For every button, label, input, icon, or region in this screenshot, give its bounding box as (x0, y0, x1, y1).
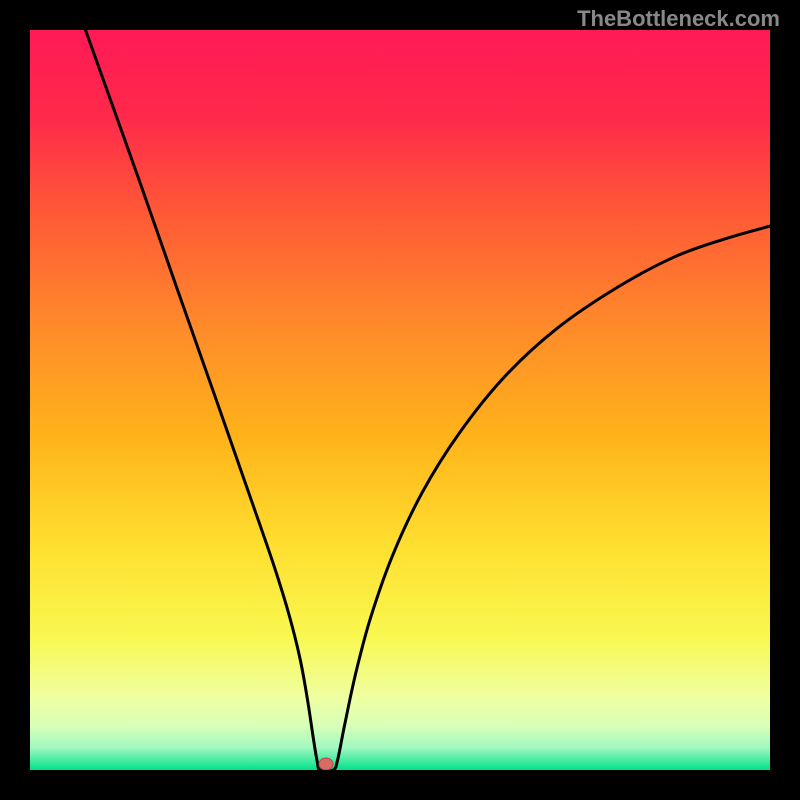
optimal-point-dot (319, 758, 333, 770)
bottleneck-chart (30, 30, 770, 770)
gradient-background (30, 30, 770, 770)
watermark-text: TheBottleneck.com (577, 6, 780, 32)
chart-frame (30, 30, 770, 770)
